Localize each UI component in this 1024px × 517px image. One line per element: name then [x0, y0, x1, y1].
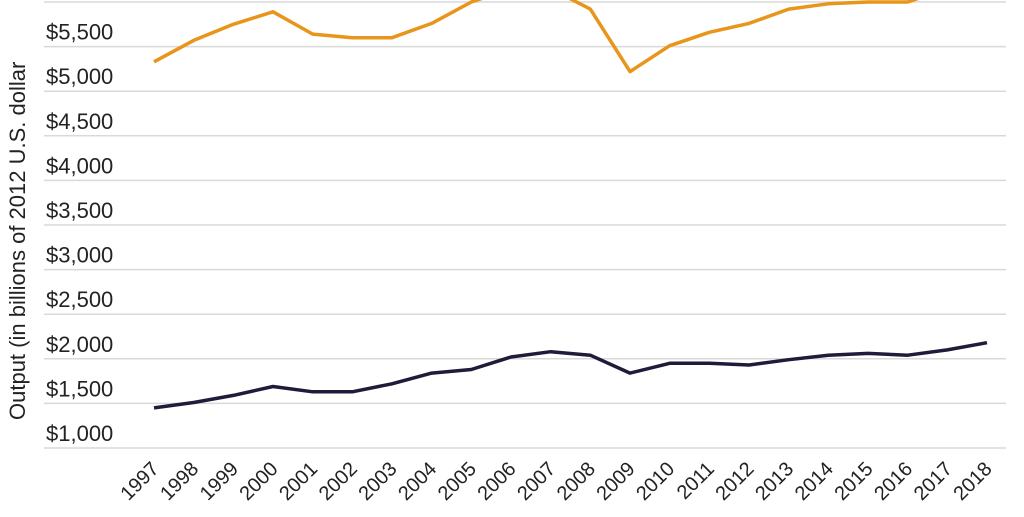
x-tick-label: 2010 [632, 458, 679, 505]
y-tick-label: $4,000 [46, 153, 113, 178]
x-tick-label: 2011 [673, 458, 719, 504]
x-tick-label: 2000 [236, 458, 283, 505]
x-tick-label: 2015 [831, 458, 878, 505]
series-line-1 [153, 0, 920, 74]
x-tick-label: 2005 [434, 458, 481, 505]
y-tick-label: $2,500 [46, 287, 113, 312]
x-axis-ticks: 1997199819992000200120022003200420052006… [117, 458, 997, 505]
gridlines [44, 1, 1006, 449]
series-lines [153, 0, 988, 410]
x-tick-label: 2012 [712, 458, 759, 505]
y-tick-label: $5,500 [46, 20, 113, 45]
y-axis-label: Output (in billions of 2012 U.S. dollar [5, 62, 30, 420]
y-tick-label: $5,000 [46, 64, 113, 89]
x-tick-label: 2004 [394, 458, 441, 505]
x-tick-label: 2001 [275, 458, 322, 505]
y-axis-ticks: $1,000 $1,500 $2,000 $2,500 $3,000 $3,500 $4,0… [46, 20, 113, 446]
y-tick-label: $1,000 [46, 421, 113, 446]
x-tick-label: 2014 [791, 458, 838, 505]
x-tick-label: 2016 [870, 458, 917, 505]
y-tick-label: $2,000 [46, 332, 113, 357]
series-line-2 [153, 340, 988, 410]
x-tick-label: 1999 [196, 458, 243, 505]
x-tick-label: 2018 [950, 458, 997, 505]
x-tick-label: 2017 [910, 458, 957, 505]
x-tick-label: 2003 [355, 458, 402, 505]
y-tick-label: $1,500 [46, 376, 113, 401]
y-tick-label: $3,500 [46, 198, 113, 223]
x-tick-label: 1997 [117, 458, 164, 505]
y-tick-label: $3,000 [46, 243, 113, 268]
x-tick-label: 2007 [513, 458, 560, 505]
x-tick-label: 2009 [593, 458, 640, 505]
x-tick-label: 2008 [553, 458, 600, 505]
y-tick-label: $4,500 [46, 109, 113, 134]
x-tick-label: 2006 [474, 458, 521, 505]
x-tick-label: 2002 [315, 458, 362, 505]
x-tick-label: 2013 [751, 458, 798, 505]
x-tick-label: 1998 [156, 458, 203, 505]
